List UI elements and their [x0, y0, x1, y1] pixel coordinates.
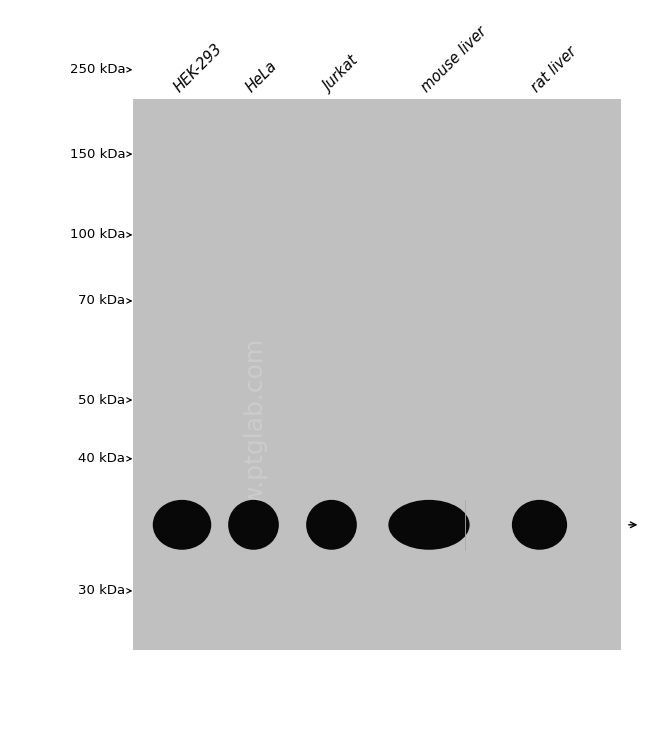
- Text: 150 kDa: 150 kDa: [70, 148, 125, 161]
- Text: Jurkat: Jurkat: [321, 54, 362, 95]
- Text: mouse liver: mouse liver: [419, 24, 489, 95]
- Ellipse shape: [512, 500, 567, 550]
- Text: www.ptglab.com: www.ptglab.com: [243, 336, 267, 545]
- Bar: [133, 99, 621, 650]
- Ellipse shape: [306, 500, 357, 550]
- Text: 40 kDa: 40 kDa: [79, 452, 125, 465]
- Text: HEK-293: HEK-293: [172, 41, 226, 95]
- Text: 100 kDa: 100 kDa: [70, 228, 125, 241]
- Text: rat liver: rat liver: [529, 44, 580, 95]
- Text: 50 kDa: 50 kDa: [78, 393, 125, 407]
- Ellipse shape: [153, 500, 211, 550]
- Text: 250 kDa: 250 kDa: [70, 63, 125, 76]
- Text: HeLa: HeLa: [243, 59, 280, 95]
- Text: 70 kDa: 70 kDa: [78, 294, 125, 308]
- Ellipse shape: [228, 500, 279, 550]
- Ellipse shape: [389, 500, 469, 550]
- Text: 30 kDa: 30 kDa: [78, 584, 125, 597]
